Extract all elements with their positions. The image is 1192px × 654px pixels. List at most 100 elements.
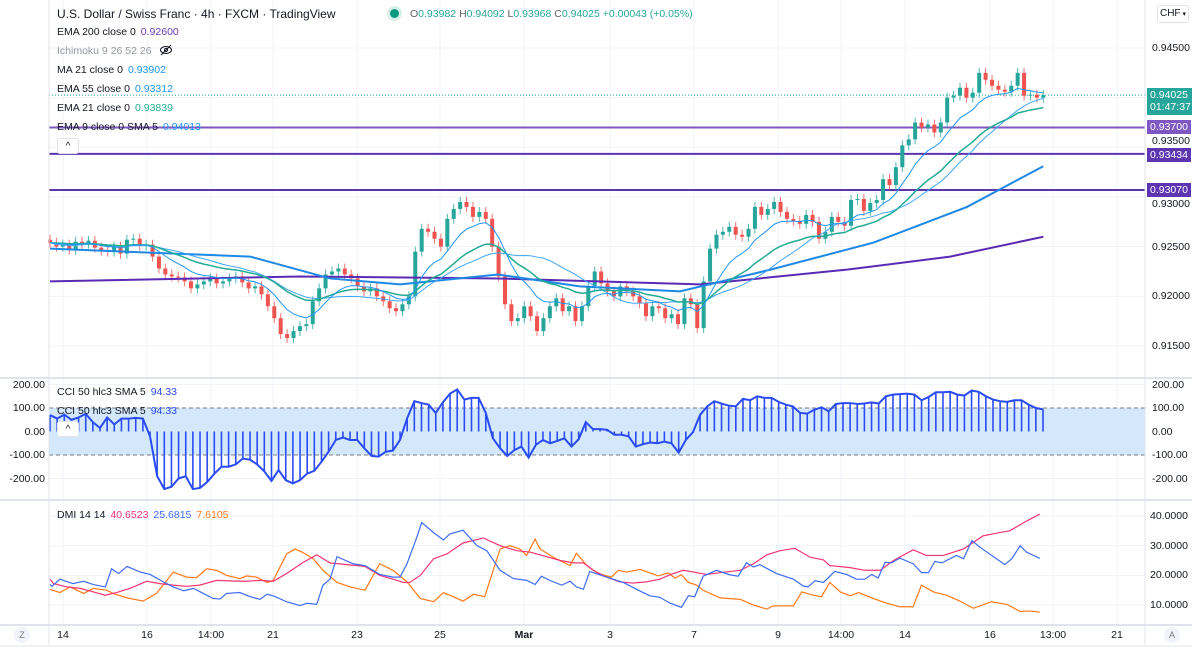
candle-body xyxy=(977,72,982,93)
cci-tick-label-right: -100.00 xyxy=(1152,449,1188,461)
time-tick-label: 21 xyxy=(1111,629,1123,641)
low-label: L xyxy=(507,8,514,20)
candle-body xyxy=(156,256,161,269)
legend-ema9[interactable]: EMA 9 close 0 SMA 5 0.94013 xyxy=(57,120,201,134)
candle-body xyxy=(951,95,956,98)
candle-body xyxy=(323,274,328,289)
legend-dmi[interactable]: DMI 14 14 40.6523 25.6815 7.6105 xyxy=(57,508,229,522)
legend-name: EMA 21 close 0 xyxy=(57,102,130,114)
candle-body xyxy=(746,228,751,237)
level-label[interactable]: 0.93070 xyxy=(1147,183,1191,197)
candle-body xyxy=(765,208,770,215)
collapse-cci-legend-button[interactable]: ^ xyxy=(57,421,79,437)
candle-body xyxy=(221,281,226,284)
candle-body xyxy=(278,318,283,335)
candle-body xyxy=(522,306,527,319)
cci-tick-label-right: 200.00 xyxy=(1152,378,1185,391)
legend-ema200[interactable]: EMA 200 close 0 0.92600 xyxy=(57,25,179,39)
legend-ichimoku[interactable]: Ichimoku 9 26 52 26 xyxy=(57,44,173,58)
candle-body xyxy=(291,331,296,339)
candle-body xyxy=(900,145,905,168)
ema9-line xyxy=(49,87,1044,319)
candle-body xyxy=(759,206,764,215)
candle-body xyxy=(1002,89,1007,92)
candle-body xyxy=(784,211,789,219)
candle-body xyxy=(708,248,713,282)
cci-tick-label-right: 0.00 xyxy=(1152,425,1173,438)
dmi-adx-line xyxy=(49,537,1040,613)
candle-body xyxy=(560,298,565,312)
legend-value: 94.33 xyxy=(150,405,177,417)
candle-body xyxy=(983,72,988,80)
candle-body xyxy=(906,139,911,146)
time-tick-label: 13:00 xyxy=(1039,629,1067,641)
legend-name: Ichimoku 9 26 52 26 xyxy=(57,45,152,57)
candle-body xyxy=(592,271,597,287)
candle-body xyxy=(797,220,802,224)
candle-body xyxy=(201,281,206,285)
candle-body xyxy=(925,124,930,128)
candle-body xyxy=(893,167,898,186)
price-tick-label: 0.91500 xyxy=(1152,339,1190,352)
open-label: O xyxy=(410,8,419,20)
candle-body xyxy=(772,201,777,209)
cci-tick-label: 0.00 xyxy=(24,425,45,438)
legend-ema21[interactable]: EMA 21 close 0 0.93839 xyxy=(57,101,173,115)
time-tick-label: 3 xyxy=(607,629,613,641)
candle-body xyxy=(1022,72,1027,96)
ema200-line xyxy=(49,235,1044,286)
grid xyxy=(49,0,1145,625)
candle-body xyxy=(483,211,488,219)
candle-body xyxy=(618,286,623,297)
candle-body xyxy=(195,284,200,289)
cci-pane[interactable] xyxy=(49,388,1145,491)
eye-hidden-icon[interactable] xyxy=(159,44,173,56)
ema55-line xyxy=(49,165,1044,293)
symbol-title[interactable]: U.S. Dollar / Swiss Franc · 4h · FXCM · … xyxy=(57,7,336,21)
candle-body xyxy=(554,298,559,307)
candle-body xyxy=(791,218,796,221)
level-label[interactable]: 0.93700 xyxy=(1147,120,1191,134)
candle-body xyxy=(579,306,584,322)
cci-tick-label: 200.00 xyxy=(12,378,45,391)
collapse-legend-button[interactable]: ^ xyxy=(57,138,79,154)
candle-body xyxy=(118,246,123,254)
dmi-tick-label: 30.0000 xyxy=(1150,539,1188,552)
candle-body xyxy=(1041,95,1046,98)
time-tick-label: 7 xyxy=(691,629,697,641)
level-label[interactable]: 0.93434 xyxy=(1147,148,1191,162)
legend-ema55[interactable]: EMA 55 close 0 0.93312 xyxy=(57,82,173,96)
candle-body xyxy=(374,288,379,297)
time-tick-label: 14:00 xyxy=(197,629,225,641)
cci-tick-label-right: 100.00 xyxy=(1152,402,1185,414)
currency-dropdown[interactable]: CHF ▾ xyxy=(1157,5,1189,23)
candle-body xyxy=(342,268,347,275)
candle-body xyxy=(1009,85,1014,92)
price-pane[interactable] xyxy=(48,67,1145,344)
legend-cci-duplicate[interactable]: CCI 50 hlc3 SMA 5 94.33 xyxy=(57,404,177,418)
time-tick-label: 16 xyxy=(984,629,996,641)
time-tick-label: 14 xyxy=(899,629,911,641)
candle-body xyxy=(541,318,546,332)
candle-body xyxy=(48,239,52,243)
timezone-button[interactable]: Z xyxy=(14,627,30,643)
candle-body xyxy=(458,201,463,209)
ma21-line xyxy=(49,97,1044,304)
dmi-pane[interactable] xyxy=(49,513,1041,613)
candle-body xyxy=(169,274,174,277)
candle-body xyxy=(919,122,924,128)
legend-ma21[interactable]: MA 21 close 0 0.93902 xyxy=(57,63,166,77)
time-tick-label: 9 xyxy=(775,629,781,641)
candle-body xyxy=(964,87,969,98)
price-tick-label: 0.93000 xyxy=(1152,198,1190,210)
time-tick-label: 14 xyxy=(57,629,69,641)
candle-body xyxy=(535,316,540,332)
auto-scale-button[interactable]: A xyxy=(1164,627,1180,643)
legend-cci[interactable]: CCI 50 hlc3 SMA 5 94.33 xyxy=(57,385,177,399)
candle-body xyxy=(150,244,155,257)
candle-body xyxy=(73,241,78,250)
candle-body xyxy=(714,234,719,249)
candle-body xyxy=(400,304,405,312)
chevron-down-icon: ▾ xyxy=(1180,11,1187,18)
